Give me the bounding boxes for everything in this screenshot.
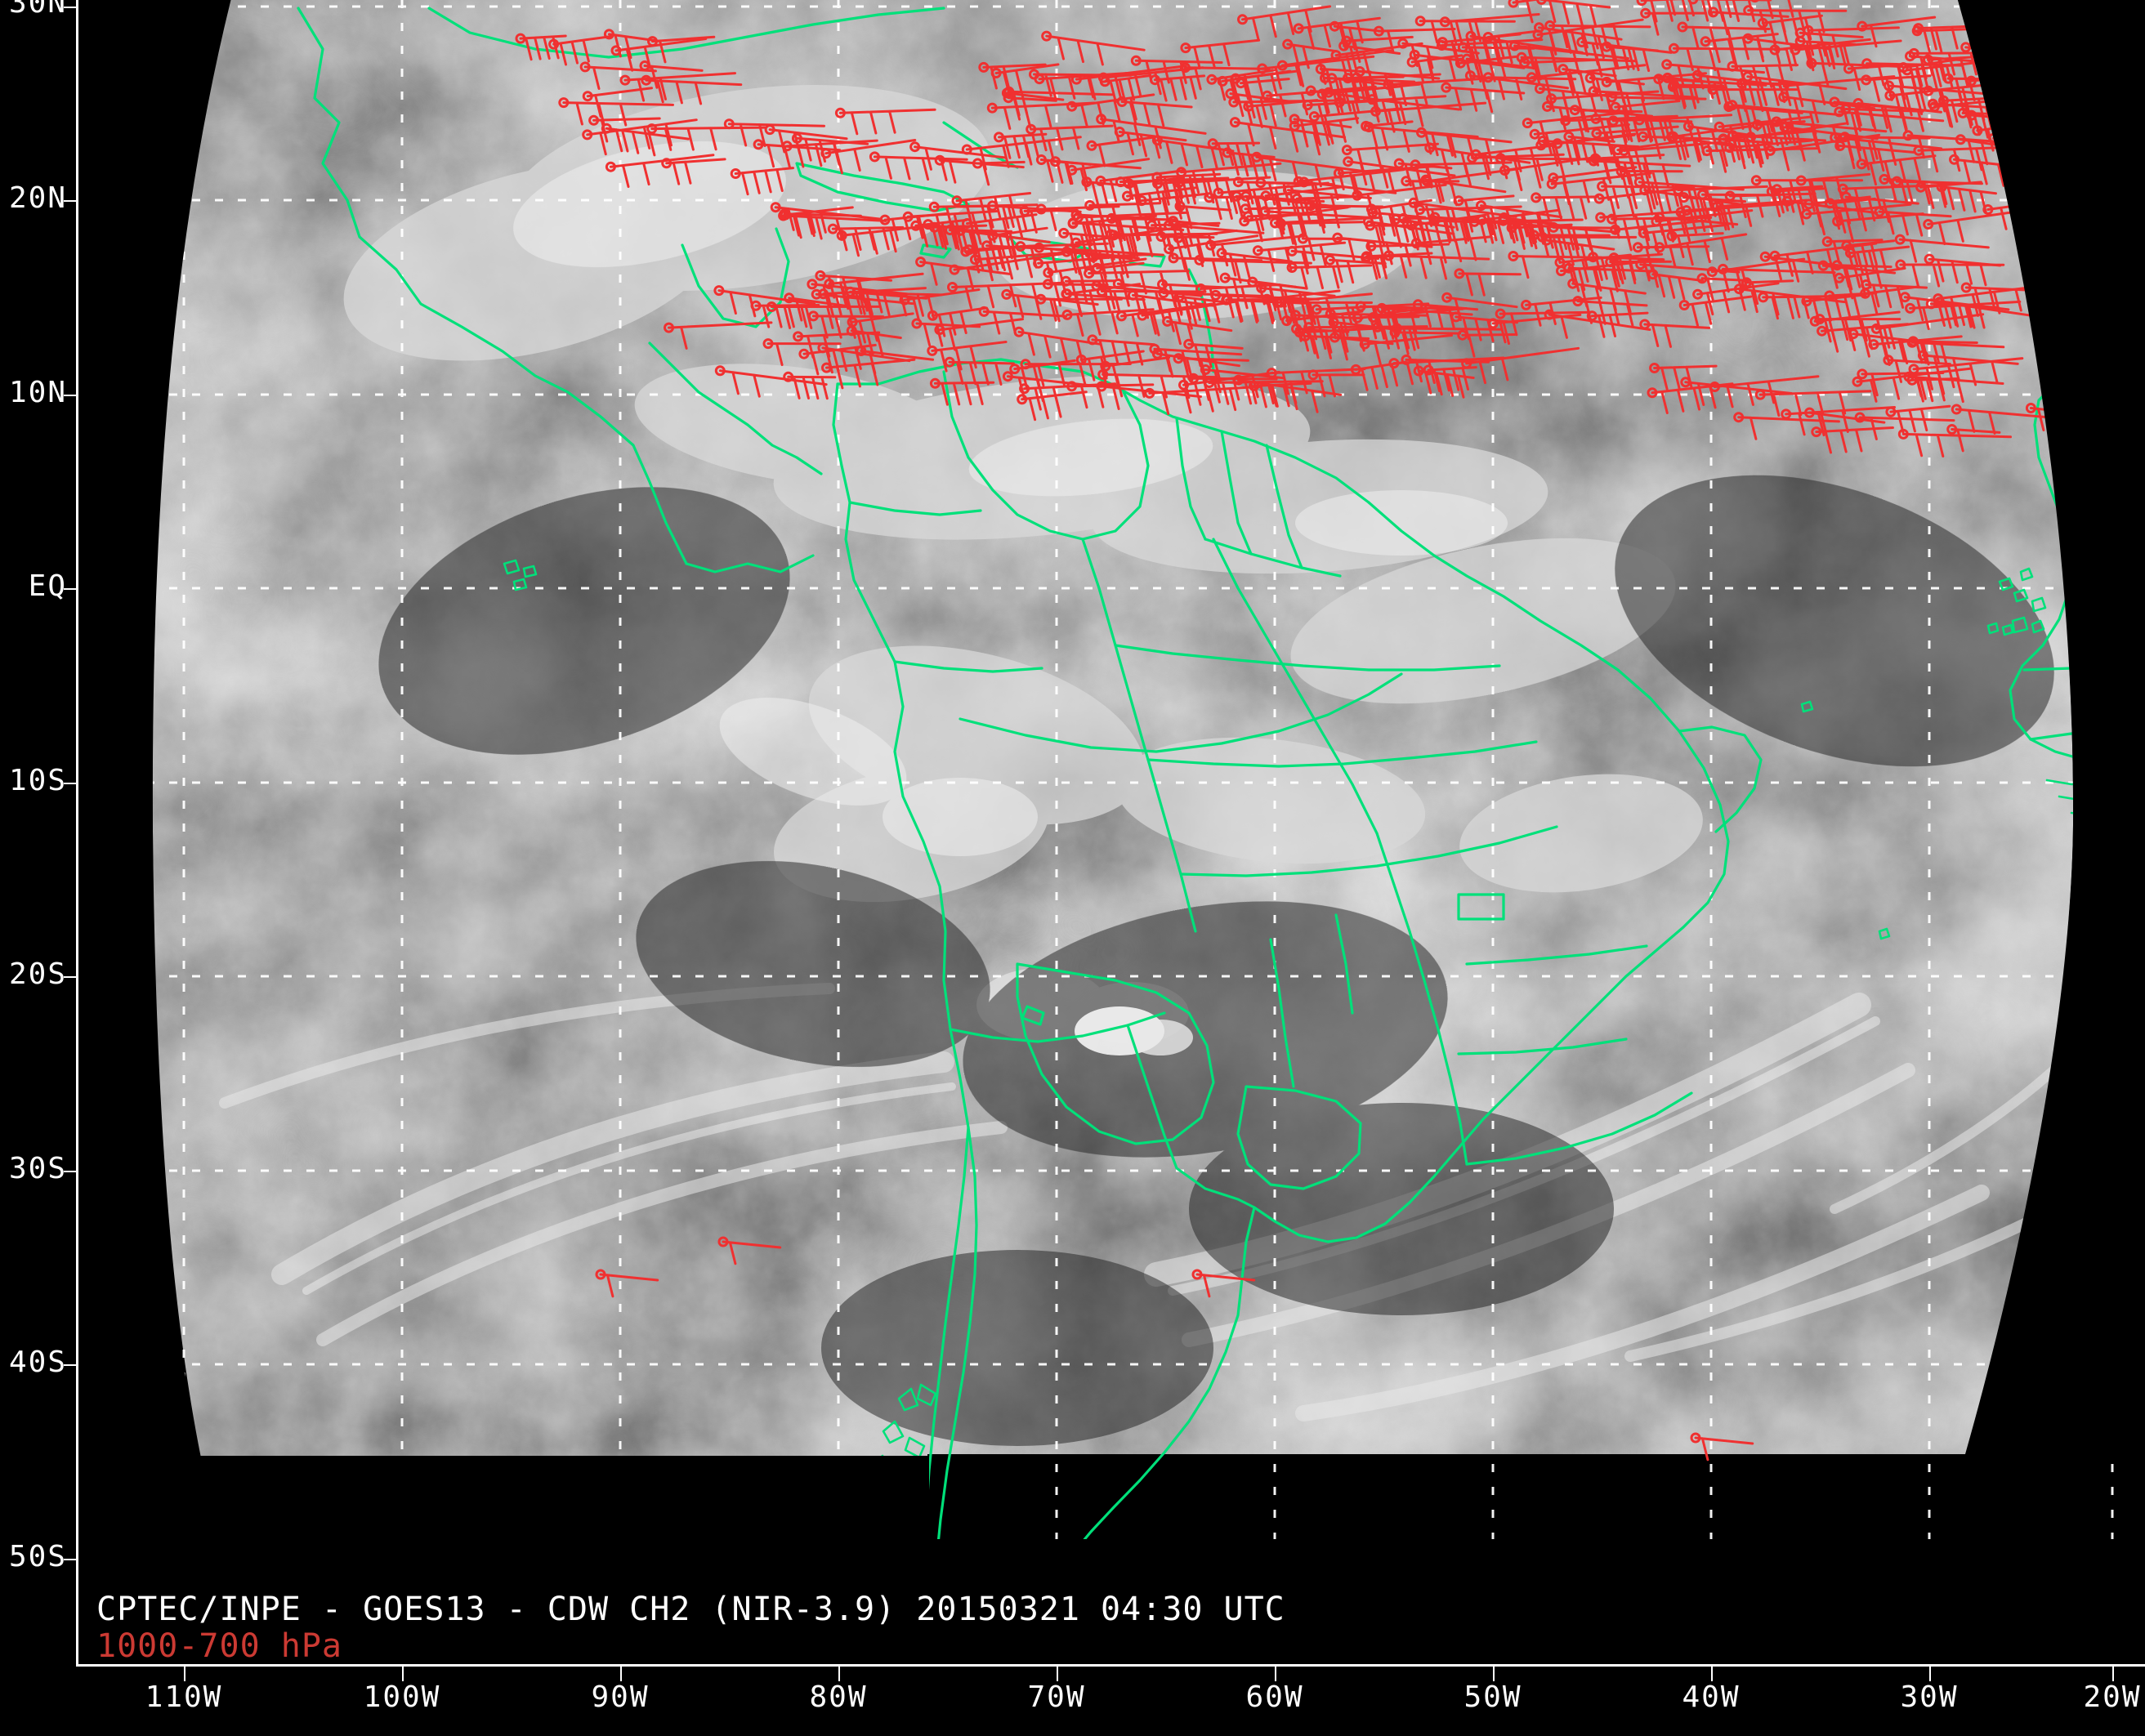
ir-cloud-field [78,0,2145,1663]
y-label-30S: 30S [8,1152,67,1185]
caption-layer-text: 1000-700 hPa [96,1627,342,1665]
caption-main-text: CPTEC/INPE - GOES13 - CDW CH2 (NIR-3.9) … [96,1591,1285,1628]
x-label-90W: 90W [591,1680,650,1714]
y-label-30N: 30N [8,0,67,20]
y-tick-30N [64,7,78,8]
y-tick-10S [64,783,78,784]
x-tick-50W [1493,1667,1495,1681]
x-axis-line [76,1664,2145,1667]
x-tick-80W [838,1667,840,1681]
y-tick-40S [64,1364,78,1366]
y-tick-30S [64,1171,78,1172]
hot-spot-cluster [1075,1006,1193,1055]
y-tick-20N [64,200,78,202]
x-tick-60W [1275,1667,1276,1681]
x-tick-100W [402,1667,404,1681]
x-tick-90W [620,1667,622,1681]
satellite-limb-mask [78,0,2145,1663]
y-label-10N: 10N [8,376,67,409]
y-label-EQ: EQ [28,569,67,603]
y-tick-10N [64,395,78,396]
product-caption: CPTEC/INPE - GOES13 - CDW CH2 (NIR-3.9) … [96,1591,1285,1665]
x-tick-110W [184,1667,185,1681]
x-label-60W: 60W [1245,1680,1304,1714]
y-tick-EQ [64,588,78,590]
y-label-40S: 40S [8,1346,67,1379]
lat-lon-gridlines [78,0,2145,1663]
x-tick-20W [2112,1667,2114,1681]
y-tick-50S [64,1559,78,1560]
x-label-100W: 100W [363,1680,441,1714]
x-label-70W: 70W [1027,1680,1086,1714]
x-label-80W: 80W [809,1680,868,1714]
x-tick-70W [1057,1667,1058,1681]
x-label-20W: 20W [2083,1680,2142,1714]
x-label-30W: 30W [1900,1680,1959,1714]
y-label-20N: 20N [8,181,67,215]
y-axis-line [76,0,78,1667]
x-label-50W: 50W [1464,1680,1522,1714]
y-label-50S: 50S [8,1540,67,1573]
x-label-40W: 40W [1682,1680,1741,1714]
x-tick-30W [1929,1667,1931,1681]
x-tick-40W [1711,1667,1713,1681]
wind-barb-field [515,0,2145,1462]
satellite-imagery [78,0,2145,1663]
x-label-110W: 110W [145,1680,223,1714]
satellite-map-panel [78,0,2145,1663]
y-label-20S: 20S [8,957,67,991]
y-tick-20S [64,976,78,978]
y-label-10S: 10S [8,764,67,797]
